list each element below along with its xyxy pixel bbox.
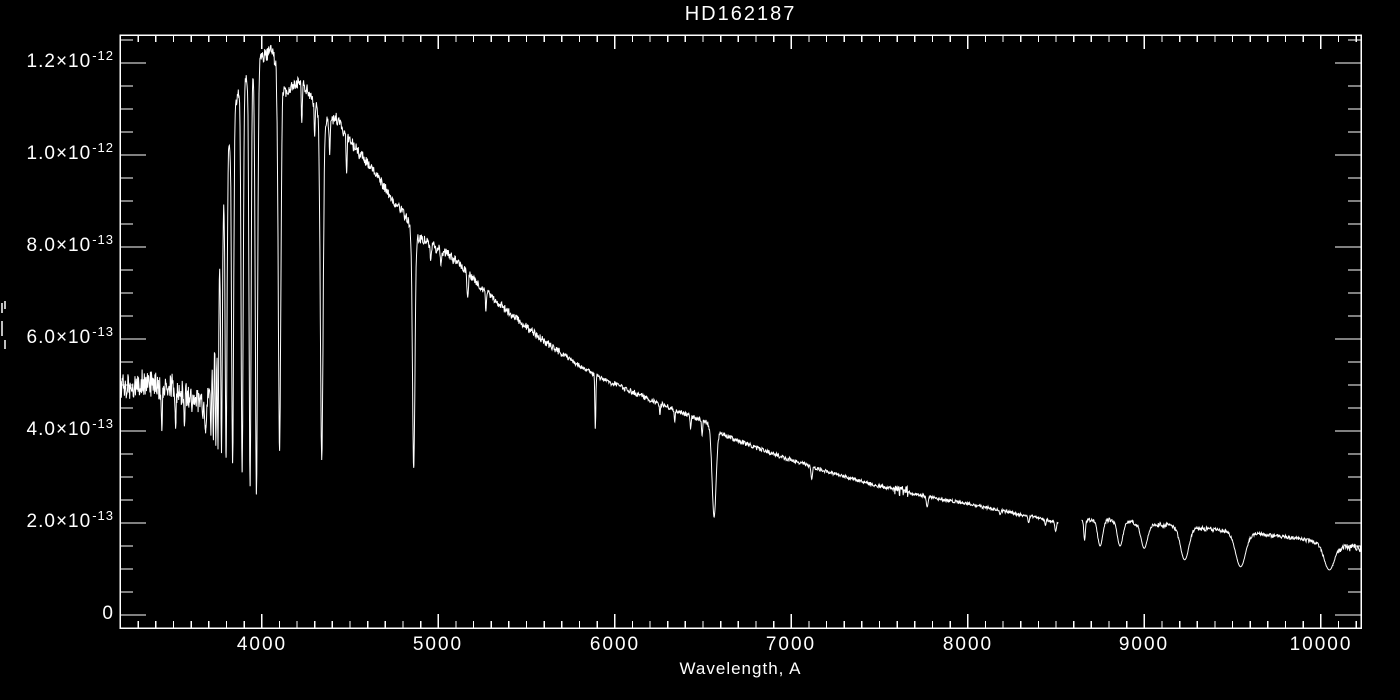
x-tick-label: 6000 xyxy=(589,634,641,655)
y-tick-label: 4.0×10-13 xyxy=(26,416,114,440)
chart-title: HD162187 xyxy=(684,3,797,25)
x-tick-label: 4000 xyxy=(236,634,288,655)
axis-spines xyxy=(119,34,1362,629)
y-tick-label: 1.0×10-12 xyxy=(26,140,114,164)
y-tick-label: 2.0×10-13 xyxy=(26,508,114,532)
x-tick-label: 5000 xyxy=(412,634,464,655)
y-tick-label: 8.0×10-13 xyxy=(26,232,114,256)
spectrum-trace xyxy=(119,44,1362,571)
x-tick-label: 7000 xyxy=(765,634,817,655)
x-tick-label: 9000 xyxy=(1118,634,1170,655)
x-tick-label: 8000 xyxy=(942,634,994,655)
axes xyxy=(119,34,1362,629)
x-tick-label: 10000 xyxy=(1289,634,1353,655)
y-axis-label-fragment xyxy=(1,301,6,349)
y-tick-label: 0 xyxy=(102,603,114,624)
y-tick-label: 1.2×10-12 xyxy=(26,48,114,72)
x-axis-label: Wavelength, A xyxy=(679,659,802,678)
tick-marks xyxy=(120,35,1361,628)
y-tick-label: 6.0×10-13 xyxy=(26,324,114,348)
